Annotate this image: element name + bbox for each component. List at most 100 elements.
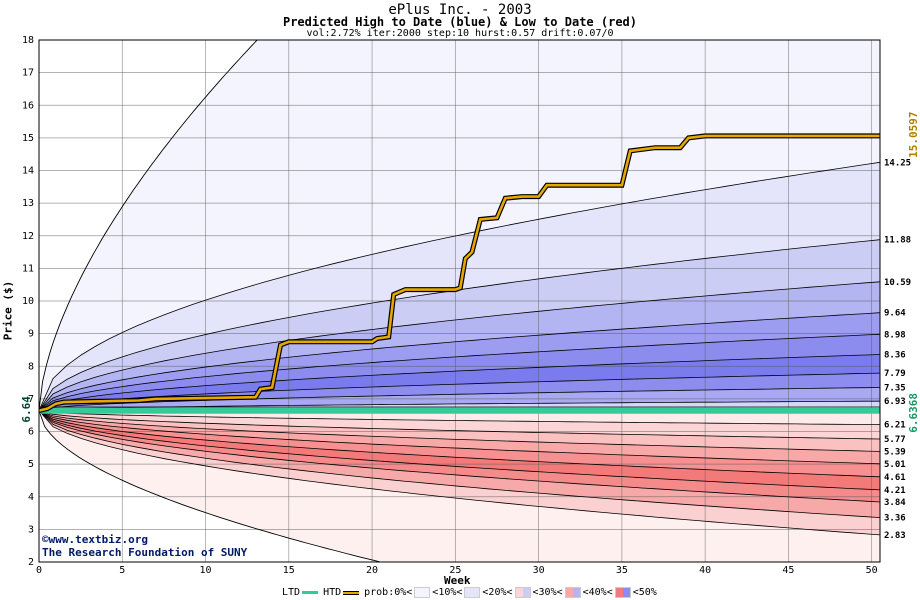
y-tick-label: 8 [28,361,34,372]
start-price-label: 6.64 [20,396,33,423]
x-axis-label: Week [444,574,471,587]
chart-title: ePlus Inc. - 2003 [388,2,532,18]
y-tick-label: 7 [28,394,34,405]
htd-line [38,134,880,412]
legend: LTD HTD prob: 0%< <10%< <20%< <30%< <40%… [282,587,660,598]
y-tick-label: 9 [28,329,34,340]
credits-website[interactable]: ©www.textbiz.org [42,533,148,546]
quantile-end-label: 9.64 [884,309,906,319]
high-quantile-line-0 [38,161,881,411]
high-band-6 [39,354,880,411]
low-quantile-line-0 [38,410,881,425]
low-band-4 [39,410,880,477]
quantile-end-label: 10.59 [884,278,911,288]
y-tick-label: 15 [22,133,34,144]
quantile-end-label: 5.39 [884,447,906,457]
quantile-end-label: 3.84 [884,498,906,508]
quantile-end-label: 6.93 [884,397,906,407]
x-tick-label: 25 [449,565,461,576]
x-tick-label: 0 [36,565,42,576]
low-quantile-line-1 [38,410,881,440]
low-band-6 [39,410,880,502]
y-tick-label: 10 [22,296,34,307]
high-quantile-line-2 [38,281,881,411]
quantile-end-label: 3.36 [884,514,906,524]
x-tick-label: 5 [119,565,125,576]
low-band-5 [39,410,880,490]
legend-swatch-1 [464,587,481,598]
y-tick-label: 11 [22,263,34,274]
low-quantile-line-7 [38,410,881,518]
high-envelope-line [38,39,258,411]
x-tick-label: 35 [616,565,628,576]
ltd-line [39,407,880,414]
legend-htd-label: HTD [323,587,342,598]
legend-bin-4: <40%< [582,587,613,598]
x-tick-label: 45 [782,565,794,576]
low-band-0 [39,410,880,425]
high-quantile-line-4 [38,333,881,411]
quantile-end-label: 4.61 [884,473,906,483]
low-quantile-line-8 [38,410,881,536]
y-tick-label: 18 [22,35,34,46]
legend-swatch-0 [414,587,431,598]
y-axis-label: Price ($) [1,280,15,341]
y-tick-label: 2 [28,557,34,568]
legend-htd: HTD [323,587,361,598]
quantile-end-label: 5.01 [884,460,906,470]
quantile-end-label: 4.21 [884,486,906,496]
legend-swatch-4 [614,587,631,598]
y-tick-label: 5 [28,459,34,470]
low-quantile-line-4 [38,410,881,478]
chart-parameters: vol:2.72% iter:2000 step:10 hurst:0.57 d… [306,28,614,39]
plot-frame [38,39,881,563]
legend-ltd-label: LTD [282,587,301,598]
high-band-7 [39,373,880,411]
low-band-outer [39,410,880,562]
quantile-end-label: 11.88 [884,236,911,246]
x-tick-label: 10 [200,565,212,576]
quantile-end-label: 8.98 [884,330,906,340]
legend-prob-label: prob: [364,587,395,598]
y-tick-label: 12 [22,231,34,242]
low-quantile-line-6 [38,410,881,503]
legend-bin-2: <20%< [482,587,513,598]
chart-subtitle: Predicted High to Date (blue) & Low to D… [282,15,637,29]
quantile-end-label: 7.35 [884,383,906,393]
high-band-0 [39,40,880,411]
credits: ©www.textbiz.org The Research Foundation… [42,533,247,559]
low-envelope-line [38,410,381,563]
low-band-7 [39,410,880,518]
x-tick-label: 50 [866,565,878,576]
legend-bin-0: 0%< [394,587,413,598]
low-quantile-line-2 [38,410,881,452]
high-quantile-line-3 [38,312,881,411]
high-band-4 [39,312,880,411]
legend-bin-1: <10%< [432,587,463,598]
ltd-value-label: 6.6368 [907,393,920,433]
high-band-2 [39,239,880,411]
y-tick-label: 3 [28,524,34,535]
y-tick-label: 16 [22,100,34,111]
low-quantile-line-3 [38,410,881,465]
legend-htd-swatch [343,590,360,595]
low-band-8 [39,410,880,535]
high-quantile-line-7 [38,387,881,411]
quantile-end-label: 5.77 [884,435,906,445]
quantile-end-label: 14.25 [884,158,911,168]
high-outer-area [39,40,880,411]
legend-swatch-3 [564,587,581,598]
high-band-5 [39,334,880,411]
credits-organization: The Research Foundation of SUNY [42,546,248,559]
x-tick-label: 40 [699,565,711,576]
low-band-3 [39,410,880,464]
high-quantile-line-6 [38,372,881,411]
legend-bin-3: <30%< [532,587,563,598]
high-band-3 [39,281,880,411]
y-tick-label: 4 [28,492,34,503]
y-tick-label: 17 [22,68,34,79]
legend-swatch-2 [514,587,531,598]
x-tick-label: 15 [283,565,295,576]
quantile-end-label: 6.21 [884,421,906,431]
